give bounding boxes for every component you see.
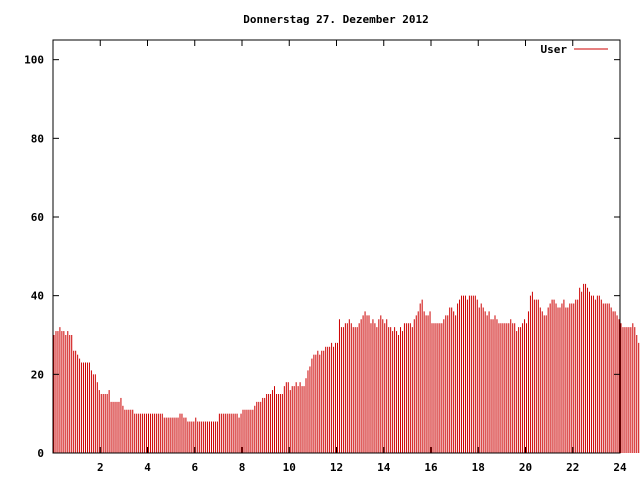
- x-tick-label: 14: [377, 461, 391, 474]
- y-tick-label: 60: [31, 211, 44, 224]
- x-tick-label: 20: [519, 461, 532, 474]
- y-tick-label: 100: [24, 54, 44, 67]
- chart-title: Donnerstag 27. Dezember 2012: [243, 13, 428, 26]
- x-tick-label: 10: [283, 461, 296, 474]
- y-tick-label: 80: [31, 132, 44, 145]
- x-tick-label: 8: [239, 461, 246, 474]
- legend-label: User: [541, 43, 568, 56]
- y-tick-label: 40: [31, 290, 44, 303]
- x-tick-label: 12: [330, 461, 343, 474]
- x-tick-label: 6: [191, 461, 198, 474]
- legend: User: [541, 43, 608, 56]
- x-tick-label: 22: [566, 461, 579, 474]
- bars-group: [53, 283, 640, 453]
- x-tick-label: 18: [472, 461, 485, 474]
- x-ticks: 2 4 6 8 10 12 14 16 18 20 22 24: [97, 40, 627, 474]
- x-tick-label: 4: [144, 461, 151, 474]
- x-tick-label: 16: [424, 461, 438, 474]
- y-ticks: 0 20 40 60 80 100: [24, 54, 620, 460]
- x-tick-label: 2: [97, 461, 104, 474]
- y-tick-label: 0: [37, 447, 44, 460]
- plot-frame: [52, 39, 621, 454]
- x-tick-label: 24: [613, 461, 627, 474]
- y-tick-label: 20: [31, 368, 44, 381]
